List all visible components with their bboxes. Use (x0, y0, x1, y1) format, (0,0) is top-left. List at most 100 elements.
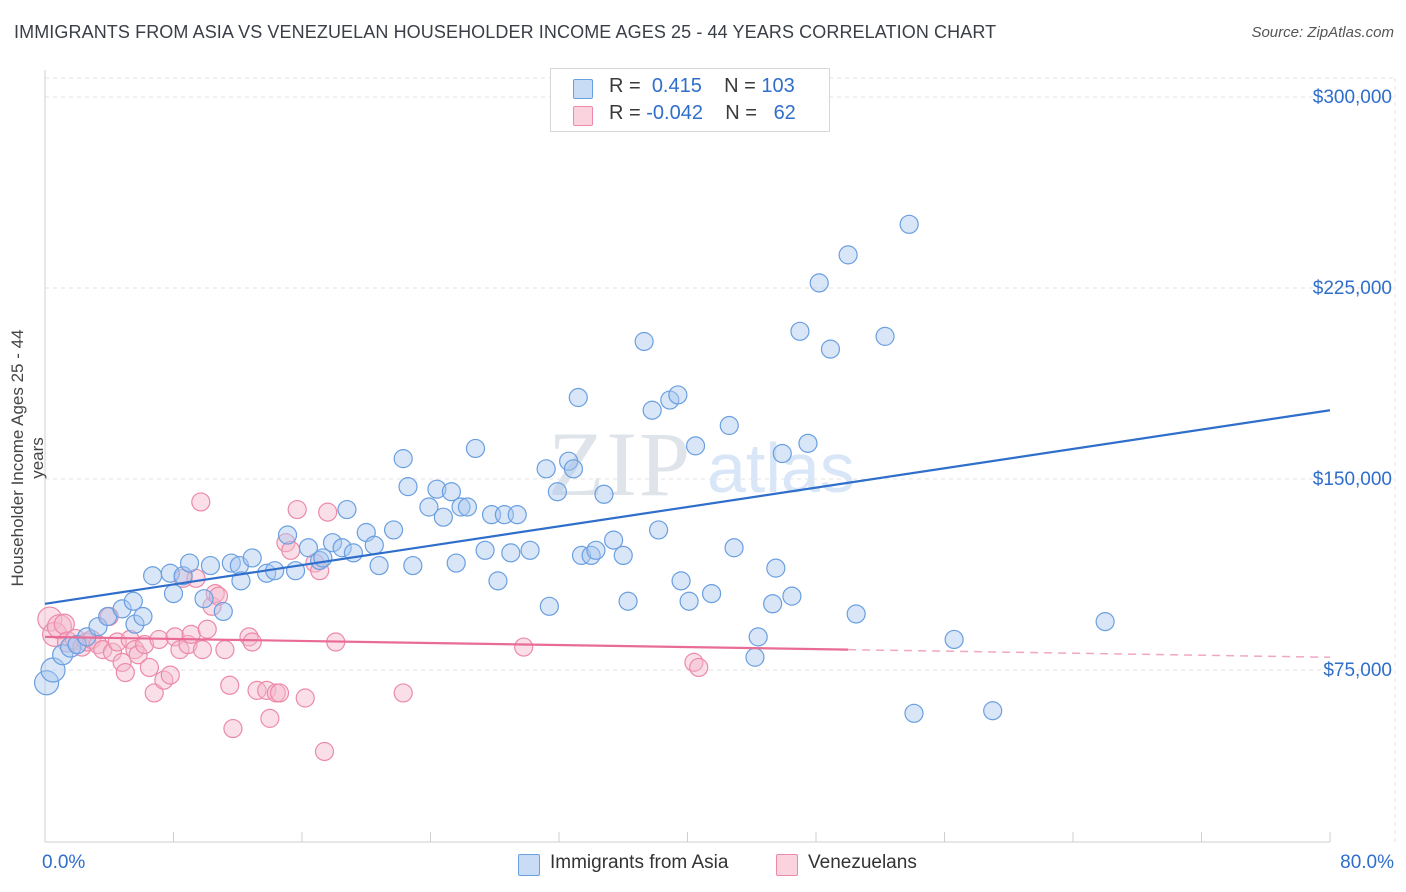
bottom-legend-swatch-venezuelans (776, 854, 798, 876)
asia-point (298, 538, 319, 558)
venezuelans-point (197, 619, 217, 639)
asia-point (457, 497, 478, 517)
asia-point (446, 553, 466, 573)
y-tick-label-300000: $300,000 (1312, 87, 1392, 108)
venezuelans-point (154, 670, 174, 690)
venezuelans-point (215, 640, 235, 660)
venezuelans-points (37, 492, 709, 762)
venezuelans-point (295, 688, 315, 708)
asia-point (123, 591, 143, 611)
asia-point (983, 701, 1003, 721)
asia-point (433, 507, 453, 527)
venezuelans-point (318, 502, 338, 522)
asia-point (820, 339, 841, 359)
asia-point (536, 459, 556, 479)
asia-point (88, 617, 108, 637)
venezuelans-point (689, 657, 709, 678)
asia-trend-line (44, 409, 1331, 605)
y-tick-label-75000: $75,000 (1323, 660, 1392, 681)
asia-point (719, 415, 739, 436)
asia-point (133, 606, 153, 627)
asia-points (34, 214, 1115, 723)
asia-point (547, 482, 567, 502)
asia-point (369, 555, 389, 576)
x-tick-label-max: 80.0% (1340, 852, 1394, 873)
asia-point (613, 545, 633, 566)
asia-point (337, 499, 357, 520)
asia-point (563, 459, 584, 479)
asia-point (67, 634, 87, 655)
y-tick-label-225000: $225,000 (1312, 278, 1392, 299)
venezuelans-point (205, 583, 225, 604)
asia-point (507, 505, 527, 525)
correlation-legend: R = 0.415 N = 103 R = -0.042 N = 62 (550, 68, 830, 132)
asia-point (594, 484, 614, 504)
bottom-legend-label-venezuelans: Venezuelans (808, 852, 917, 873)
asia-point (125, 614, 145, 634)
asia-point (604, 530, 624, 550)
legend-r-value-asia: 0.415 (651, 75, 702, 97)
legend-n-value-venezuelans: 62 (773, 102, 796, 124)
asia-point (618, 591, 638, 611)
asia-point (200, 555, 221, 576)
venezuelans-point (220, 675, 240, 695)
venezuelans-trend-line-extrapolated (848, 648, 1331, 659)
venezuelans-point (128, 645, 148, 665)
legend-n-label: N = (725, 102, 757, 124)
asia-point (242, 548, 262, 568)
legend-n-label: N = (724, 75, 756, 97)
asia-point (143, 566, 163, 586)
asia-point (231, 571, 251, 591)
asia-point (488, 571, 508, 591)
asia-point (520, 540, 540, 560)
asia-point (571, 545, 592, 566)
venezuelans-point (192, 640, 213, 660)
asia-point (539, 596, 559, 616)
asia-point (944, 629, 964, 650)
asia-point (568, 387, 588, 408)
venezuelans-point (139, 657, 160, 678)
venezuelans-point (160, 665, 180, 685)
venezuelans-point (287, 499, 307, 520)
asia-point (685, 436, 706, 456)
asia-point (403, 555, 423, 576)
asia-point (766, 558, 786, 578)
asia-point (838, 245, 858, 265)
asia-point (52, 644, 74, 666)
asia-point (364, 535, 384, 555)
asia-point (179, 553, 200, 573)
asia-point (34, 670, 60, 696)
legend-n-value-asia: 103 (761, 75, 795, 97)
asia-point (277, 525, 298, 545)
watermark: ZIP atlas (548, 413, 855, 515)
venezuelans-point (144, 683, 164, 703)
venezuelans-point (247, 680, 267, 700)
asia-point (790, 321, 810, 341)
asia-point (112, 599, 132, 619)
asia-point (398, 477, 418, 497)
trend-lines (44, 409, 1331, 659)
venezuelans-point (514, 637, 534, 657)
asia-point (724, 538, 744, 558)
venezuelans-point (269, 683, 290, 703)
legend-r-value-venezuelans: -0.042 (646, 102, 703, 124)
asia-point (763, 594, 783, 614)
asia-point (586, 540, 606, 560)
asia-point (772, 443, 792, 464)
asia-point (846, 604, 866, 624)
asia-point (332, 538, 352, 558)
asia-point (194, 589, 214, 609)
asia-point (163, 583, 184, 604)
bottom-legend-label-asia: Immigrants from Asia (550, 852, 729, 873)
asia-point (642, 400, 662, 420)
asia-point (383, 520, 404, 540)
legend-r-label: R = (609, 102, 641, 124)
asia-point (904, 703, 924, 723)
y-axis-label: Householder Income Ages 25 - 44 years (8, 329, 47, 587)
asia-point (809, 273, 829, 293)
watermark-zip: ZIP (548, 413, 692, 515)
asia-point (1095, 612, 1115, 632)
asia-point (679, 591, 699, 611)
asia-point (393, 449, 413, 469)
